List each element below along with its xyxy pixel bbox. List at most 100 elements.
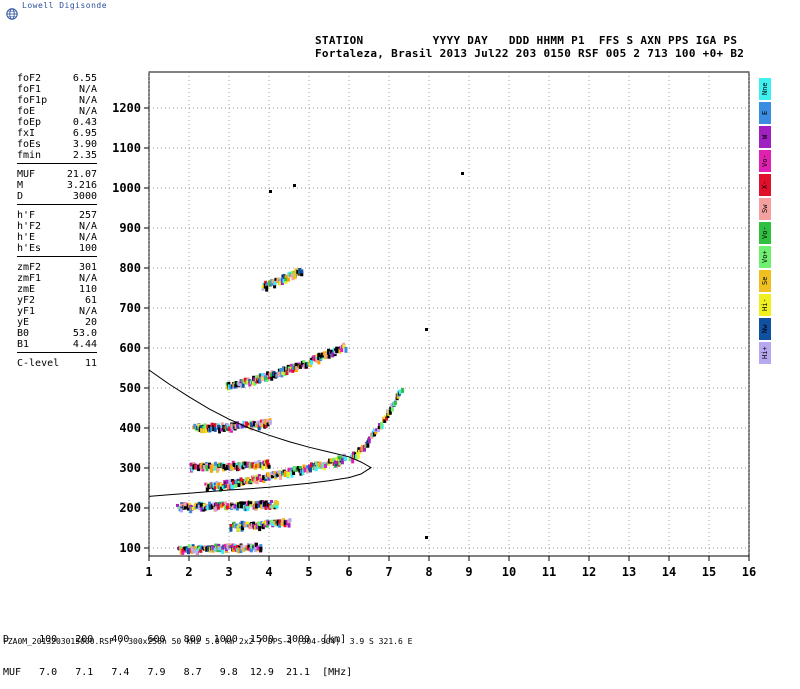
- param-label: yF2: [17, 295, 36, 306]
- echo-pixel: [237, 465, 241, 471]
- echo-pixel: [179, 548, 183, 555]
- echo-pixel: [205, 463, 209, 467]
- echo-pixel: [195, 464, 199, 470]
- echo-pixel: [247, 461, 251, 468]
- echo-pixel: [213, 423, 217, 428]
- param-value: 11: [84, 358, 97, 369]
- echo-pixel: [367, 438, 371, 444]
- echo-pixel: [271, 279, 275, 284]
- echo-pixel: [256, 545, 260, 551]
- echo-pixel: [298, 267, 302, 274]
- echo-pixel: [231, 484, 235, 491]
- echo-pixel: [234, 424, 238, 430]
- param-row: fxI 6.95: [17, 128, 97, 139]
- echo-pixel: [278, 519, 282, 525]
- echo-pixel: [290, 467, 294, 473]
- echo-pixel: [249, 547, 253, 553]
- echo-pixel: [223, 501, 227, 505]
- echo-pixel: [256, 476, 260, 481]
- echo-pixel: [225, 479, 229, 485]
- echo-pixel: [380, 422, 384, 427]
- echo-pixel: [279, 470, 283, 475]
- echo-pixel: [270, 280, 274, 286]
- muf-distance-row: D 100 200 400 600 800 1000 1500 3000 [km…: [3, 634, 347, 645]
- echo-pixel: [214, 502, 218, 507]
- param-row: zmF1 N/A: [17, 273, 97, 284]
- echo-pixel: [332, 457, 336, 462]
- echo-pixel: [360, 446, 364, 452]
- echo-pixel: [250, 523, 254, 529]
- echo-pixel: [266, 282, 270, 286]
- echo-pixel: [268, 280, 272, 286]
- echo-pixel: [246, 506, 250, 512]
- echo-point: [425, 328, 428, 331]
- echo-pixel: [312, 463, 316, 468]
- echo-pixel: [340, 458, 344, 465]
- echo-pixel: [225, 382, 229, 386]
- echo-pixel: [202, 503, 206, 508]
- echo-pixel: [209, 482, 213, 488]
- param-label: zmF2: [17, 262, 42, 273]
- param-row: C-level 11: [17, 358, 97, 369]
- echo-pixel: [212, 463, 216, 469]
- echo-pixel: [226, 503, 230, 507]
- echo-pixel: [227, 483, 231, 490]
- echo-pixel: [264, 474, 268, 478]
- echo-pixel: [183, 502, 187, 507]
- y-tick-label: 400: [119, 421, 141, 435]
- echo-pixel: [217, 424, 221, 430]
- param-label: B1: [17, 339, 30, 350]
- param-value: N/A: [78, 273, 97, 284]
- echo-pixel: [293, 273, 297, 280]
- echo-pixel: [352, 452, 356, 457]
- echo-pixel: [269, 519, 273, 524]
- echo-pixel: [290, 271, 294, 275]
- x-tick-label: 10: [502, 565, 516, 579]
- echo-pixel: [331, 352, 335, 358]
- echo-pixel: [264, 504, 268, 510]
- echo-pixel: [249, 424, 253, 431]
- echo-pixel: [358, 449, 362, 454]
- echo-pixel: [317, 354, 321, 361]
- param-row: B1 4.44: [17, 339, 97, 350]
- param-label: zmF1: [17, 273, 42, 284]
- legend-item: Nw: [759, 318, 771, 340]
- param-row: M 3.216: [17, 180, 97, 191]
- param-label: h'F2: [17, 221, 42, 232]
- echo-pixel: [291, 367, 295, 373]
- echo-pixel: [182, 547, 186, 553]
- echo-pixel: [315, 356, 319, 361]
- echo-pixel: [300, 271, 304, 277]
- echo-pixel: [261, 422, 265, 428]
- echo-pixel: [238, 381, 242, 387]
- param-row: yF1 N/A: [17, 306, 97, 317]
- echo-pixel: [385, 416, 389, 421]
- echo-pixel: [398, 389, 402, 395]
- echo-pixel: [190, 463, 194, 467]
- echo-pixel: [253, 380, 257, 386]
- echo-pixel: [240, 462, 244, 467]
- echo-pixel: [273, 282, 277, 289]
- echo-pixel: [374, 431, 378, 435]
- echo-pixel: [260, 504, 264, 510]
- x-tick-label: 4: [265, 565, 272, 579]
- echo-pixel: [356, 452, 360, 459]
- echo-pixel: [180, 503, 184, 507]
- echo-pixel: [264, 477, 268, 481]
- echo-pixel: [315, 358, 319, 363]
- x-tick-label: 8: [425, 565, 432, 579]
- echo-pixel: [377, 425, 381, 429]
- legend-item: W: [759, 126, 771, 148]
- y-tick-label: 1000: [112, 181, 141, 195]
- echo-pixel: [383, 415, 387, 420]
- echo-pixel: [268, 419, 272, 425]
- param-row: foEs 3.90: [17, 139, 97, 150]
- echo-pixel: [253, 478, 257, 484]
- echo-pixel: [356, 450, 360, 455]
- echo-pixel: [327, 353, 331, 359]
- echo-pixel: [320, 462, 324, 468]
- echo-pixel: [250, 545, 254, 549]
- echo-pixel: [239, 477, 243, 482]
- echo-pixel: [338, 460, 342, 466]
- echo-pixel: [244, 545, 248, 549]
